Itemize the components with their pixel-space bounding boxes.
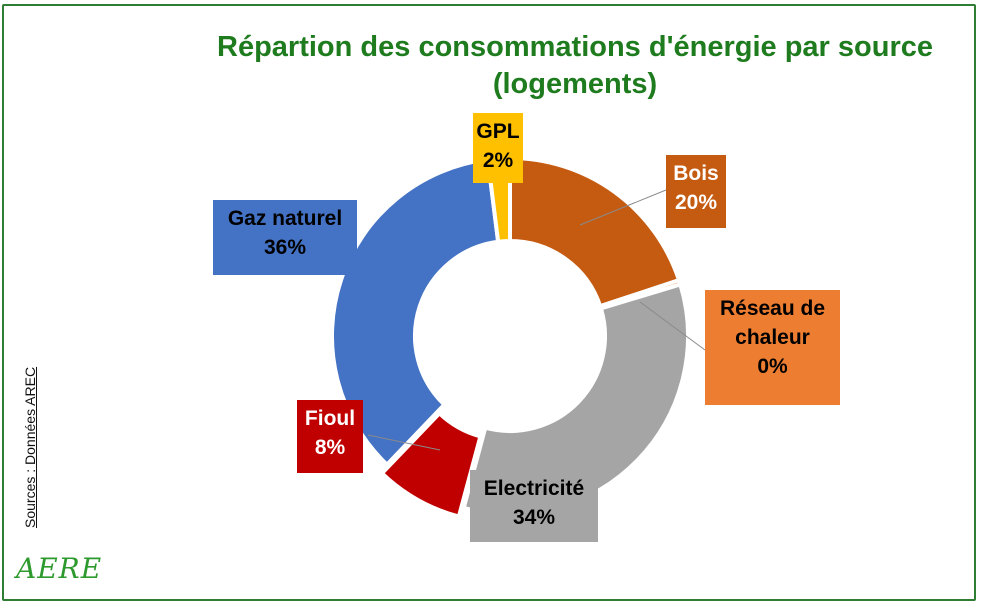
label-value: 34% (512, 506, 556, 529)
label-value: 36% (263, 236, 307, 259)
label-name: Fioul (304, 407, 356, 430)
label-value: 0% (757, 355, 788, 378)
label-value: 20% (674, 191, 718, 214)
label-value: 2% (482, 149, 514, 172)
label-value: 8% (314, 436, 346, 459)
data-label: Bois 20% (666, 155, 726, 228)
frame (2, 4, 976, 601)
data-label: Electricité 34% (470, 470, 598, 542)
donut-slice (330, 157, 501, 468)
data-label: Réseau de chaleur 0% (705, 290, 840, 405)
label-name: Electricité (483, 477, 585, 500)
donut-slice (379, 410, 483, 520)
label-name: Bois (673, 162, 719, 185)
data-label: Gaz naturel 36% (213, 200, 357, 275)
label-name: GPL (476, 120, 520, 143)
chart-title: (logements) (493, 68, 657, 100)
data-label: GPL 2% (473, 113, 523, 183)
source-note: Sources : Données AREC (22, 366, 38, 528)
data-label: Fioul 8% (297, 400, 363, 473)
leader-line (367, 434, 441, 451)
logo: AERE (16, 552, 103, 585)
label-name: Réseau de chaleur (719, 297, 826, 349)
chart-title: Répartion des consommations d'énergie pa… (217, 31, 933, 63)
leader-line (579, 189, 667, 226)
leader-line (639, 301, 706, 351)
label-name: Gaz naturel (227, 207, 343, 230)
donut-slice (508, 155, 682, 309)
